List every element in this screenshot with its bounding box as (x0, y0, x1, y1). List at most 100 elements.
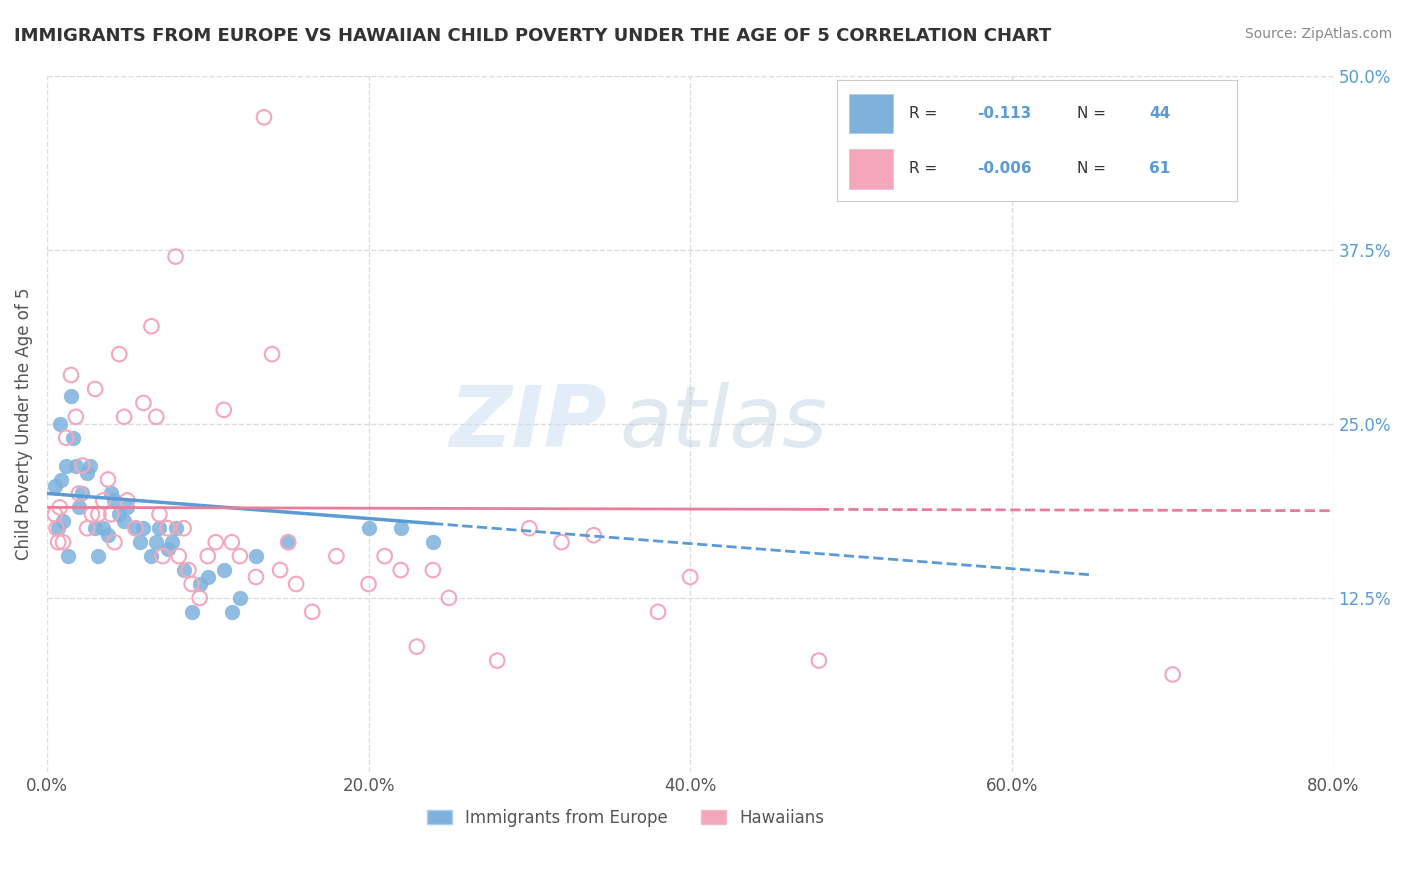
Point (76, 466, 98, 480)
Point (245, 549, 267, 563)
Legend: Immigrants from Europe, Hawaiians: Immigrants from Europe, Hawaiians (420, 802, 831, 833)
Point (117, 493, 139, 508)
Point (132, 396, 155, 410)
Point (91, 521, 114, 535)
Point (51, 473, 73, 487)
Point (180, 577, 202, 591)
Point (357, 577, 380, 591)
Point (87, 549, 110, 563)
Point (389, 563, 412, 577)
Point (45, 521, 67, 535)
FancyBboxPatch shape (849, 149, 893, 188)
Point (76, 521, 98, 535)
Point (405, 640, 427, 654)
Point (67, 486, 90, 500)
Text: 44: 44 (1149, 106, 1170, 121)
Point (72, 458, 94, 473)
Point (357, 521, 380, 535)
Point (145, 535, 167, 549)
Point (141, 319, 163, 334)
Point (49, 417, 72, 431)
Point (679, 570, 702, 584)
Point (260, 347, 283, 361)
Point (197, 570, 219, 584)
Point (124, 521, 146, 535)
Point (124, 521, 146, 535)
Point (229, 549, 252, 563)
Point (301, 605, 323, 619)
Point (129, 535, 152, 549)
Point (173, 521, 195, 535)
Point (519, 521, 541, 535)
Text: atlas: atlas (620, 383, 828, 466)
Text: N =: N = (1077, 161, 1111, 177)
Text: ZIP: ZIP (449, 383, 606, 466)
Point (204, 535, 226, 549)
Point (162, 535, 184, 549)
Point (212, 563, 235, 577)
Point (221, 605, 243, 619)
Point (132, 521, 155, 535)
Text: R =: R = (908, 161, 942, 177)
Point (582, 528, 605, 542)
Point (180, 605, 202, 619)
Point (165, 250, 187, 264)
Point (156, 521, 179, 535)
Point (156, 542, 179, 557)
Text: R =: R = (908, 106, 942, 121)
Point (197, 549, 219, 563)
Text: -0.006: -0.006 (977, 161, 1032, 177)
Point (188, 577, 211, 591)
Point (55, 458, 77, 473)
Point (148, 508, 170, 522)
Point (91, 493, 114, 508)
Point (165, 521, 187, 535)
Point (647, 605, 669, 619)
Point (56, 549, 79, 563)
Point (374, 549, 396, 563)
Point (62, 431, 84, 445)
Point (212, 402, 235, 417)
FancyBboxPatch shape (849, 94, 893, 133)
Point (437, 591, 460, 605)
Point (55, 431, 77, 445)
Point (100, 508, 122, 522)
Point (80, 508, 103, 522)
Point (84, 521, 107, 535)
Point (325, 549, 347, 563)
Point (422, 563, 444, 577)
Point (100, 486, 122, 500)
Point (269, 563, 291, 577)
Text: N =: N = (1077, 106, 1111, 121)
Point (245, 570, 267, 584)
Point (188, 591, 211, 605)
Point (177, 563, 200, 577)
Point (112, 514, 135, 528)
Point (807, 654, 830, 668)
Point (72, 486, 94, 500)
Point (52, 514, 75, 528)
Point (277, 535, 299, 549)
Point (112, 409, 135, 424)
Point (1161, 667, 1184, 681)
Point (167, 549, 190, 563)
Point (46, 521, 69, 535)
Point (103, 535, 125, 549)
Point (97, 528, 120, 542)
Point (44, 508, 66, 522)
Point (550, 535, 572, 549)
Point (103, 493, 125, 508)
Point (145, 409, 167, 424)
Point (65, 458, 87, 473)
Point (277, 535, 299, 549)
Point (60, 389, 83, 403)
Point (389, 521, 412, 535)
Point (52, 535, 75, 549)
Point (422, 535, 444, 549)
Point (221, 535, 243, 549)
Point (117, 500, 139, 515)
Y-axis label: Child Poverty Under the Age of 5: Child Poverty Under the Age of 5 (15, 287, 32, 560)
Point (60, 368, 83, 382)
Point (173, 563, 195, 577)
Text: 61: 61 (1149, 161, 1170, 177)
